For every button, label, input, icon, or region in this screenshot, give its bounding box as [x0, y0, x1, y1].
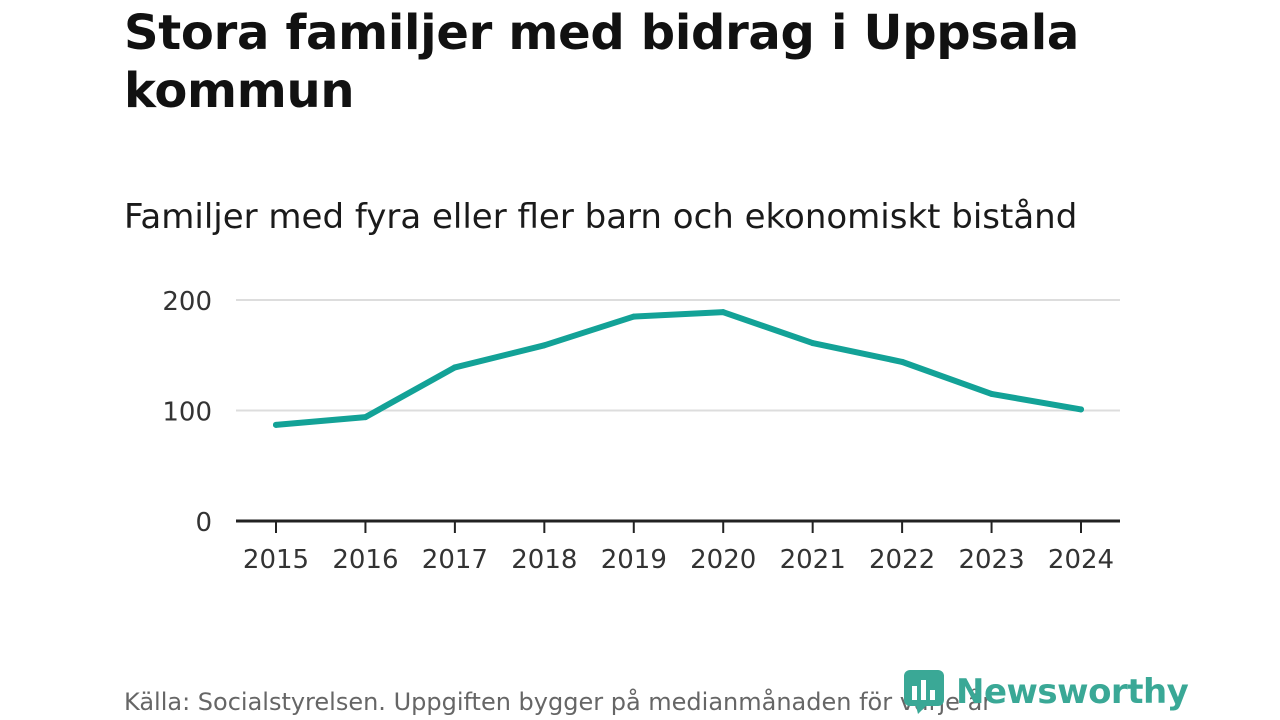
x-tick-label: 2019 [601, 545, 667, 575]
data-point-2022 [899, 358, 906, 365]
brand-logo: Newsworthy [904, 670, 1189, 714]
chart-subtitle: Familjer med fyra eller fler barn och ek… [124, 197, 1078, 237]
x-tick-label: 2018 [511, 545, 577, 575]
x-axis [236, 519, 1120, 533]
data-point-2016 [362, 414, 369, 421]
chart-title: Stora familjer med bidrag i Uppsala komm… [124, 5, 1079, 119]
series [273, 309, 1084, 428]
x-tick-label: 2024 [1048, 545, 1114, 575]
line-chart: 0 100 200 2015 2016 2017 2018 2019 2020 2021 2022… [162, 287, 1120, 575]
x-axis-tick-labels: 2015 2016 2017 2018 2019 2020 2021 2022 2023 2024 [243, 545, 1114, 575]
data-point-2019 [630, 313, 637, 320]
y-tick-label: 0 [195, 508, 212, 538]
x-tick-label: 2021 [780, 545, 846, 575]
source-note: Källa: Socialstyrelsen. Uppgiften bygger… [124, 688, 993, 716]
x-tick-label: 2023 [958, 545, 1024, 575]
data-point-2020 [720, 309, 727, 316]
x-tick-label: 2022 [869, 545, 935, 575]
data-point-2023 [988, 390, 995, 397]
y-tick-label: 100 [162, 398, 212, 428]
data-point-2021 [809, 340, 816, 347]
data-point-2018 [541, 342, 548, 349]
data-point-2017 [451, 364, 458, 371]
x-tick-label: 2020 [690, 545, 756, 575]
brand-name: Newsworthy [956, 672, 1189, 712]
y-tick-label: 200 [162, 287, 212, 317]
x-tick-label: 2017 [422, 545, 488, 575]
x-tick-label: 2015 [243, 545, 309, 575]
series-line [273, 309, 1084, 428]
x-tick-label: 2016 [332, 545, 398, 575]
newsworthy-logo-icon [904, 670, 944, 714]
y-axis-tick-labels: 0 100 200 [162, 287, 212, 538]
data-point-2015 [273, 421, 279, 428]
data-point-2024 [1078, 406, 1084, 413]
